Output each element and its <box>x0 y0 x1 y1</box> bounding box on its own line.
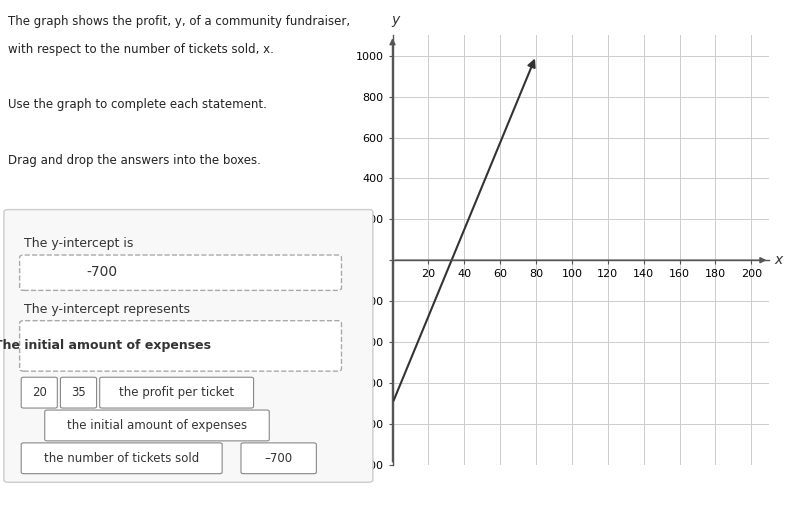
Text: The y-intercept represents: The y-intercept represents <box>24 303 189 316</box>
Text: The graph shows the profit, y, of a community fundraiser,: The graph shows the profit, y, of a comm… <box>8 15 350 28</box>
Text: the number of tickets sold: the number of tickets sold <box>44 452 199 465</box>
Text: Drag and drop the answers into the boxes.: Drag and drop the answers into the boxes… <box>8 154 261 167</box>
Text: the profit per ticket: the profit per ticket <box>119 386 234 399</box>
Text: The initial amount of expenses: The initial amount of expenses <box>0 339 210 352</box>
Text: with respect to the number of tickets sold, x.: with respect to the number of tickets so… <box>8 43 274 56</box>
Text: x: x <box>775 253 783 267</box>
Text: y: y <box>391 13 400 27</box>
Text: The y-intercept is: The y-intercept is <box>24 237 133 250</box>
Text: -700: -700 <box>86 265 118 279</box>
Text: Use the graph to complete each statement.: Use the graph to complete each statement… <box>8 98 267 112</box>
Text: 35: 35 <box>71 386 86 399</box>
Text: –700: –700 <box>265 452 293 465</box>
Text: 20: 20 <box>32 386 46 399</box>
Y-axis label: Profit ($): Profit ($) <box>327 223 340 277</box>
Text: the initial amount of expenses: the initial amount of expenses <box>67 419 247 432</box>
